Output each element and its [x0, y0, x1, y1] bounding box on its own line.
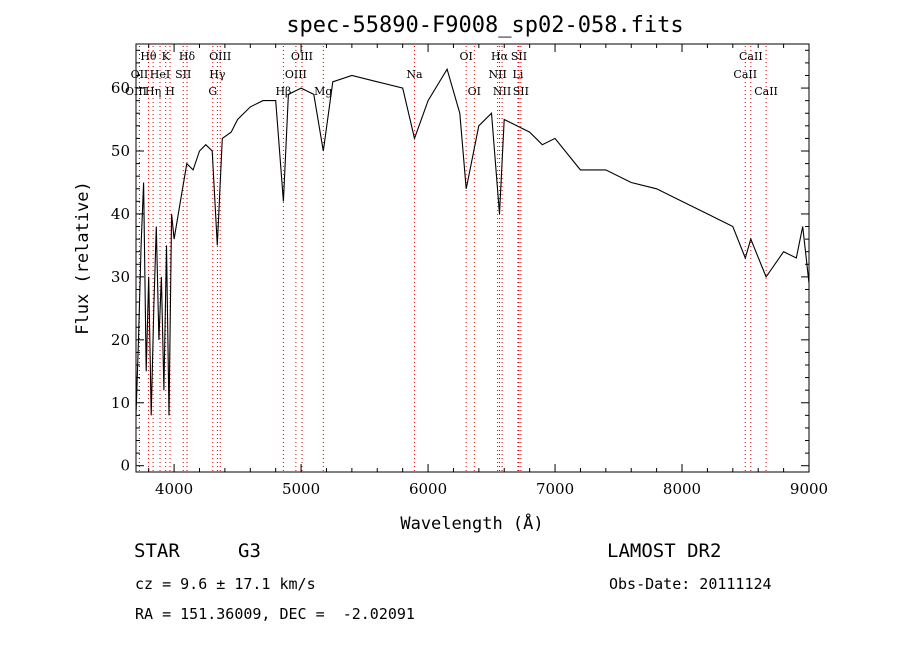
spectrum-line: [135, 67, 810, 416]
line-label: Hθ: [140, 50, 157, 63]
line-label: OIII: [291, 50, 313, 63]
chart-title: spec-55890-F9008_sp02-058.fits: [286, 13, 683, 38]
observation-date: Obs-Date: 20111124: [609, 575, 772, 593]
line-label: SII: [511, 50, 527, 63]
line-label: CaII: [733, 68, 757, 81]
ra-dec-coordinates: RA = 151.36009, DEC = -2.02091: [135, 605, 415, 623]
x-tick-label: 8000: [663, 480, 701, 498]
line-label: H: [165, 85, 175, 98]
x-tick-label: 6000: [409, 480, 447, 498]
line-label: Hβ: [275, 85, 291, 98]
y-tick-label: 40: [111, 205, 130, 223]
line-label: SII: [513, 85, 529, 98]
line-label: OI: [459, 50, 472, 63]
line-label: SII: [175, 68, 191, 81]
x-axis: 4000 5000 6000 7000 8000 9000: [148, 44, 828, 498]
line-label: NII: [493, 85, 511, 98]
object-class: STAR: [134, 540, 180, 562]
line-label: Li: [513, 68, 524, 81]
line-label: OIII: [285, 68, 307, 81]
plot-frame: [135, 43, 810, 473]
line-label: Na: [406, 68, 423, 81]
line-label: Hη: [145, 85, 161, 98]
line-label: OI: [468, 85, 481, 98]
spectral-line-markers: [135, 46, 767, 472]
line-label: Hδ: [179, 50, 196, 63]
x-axis-label: Wavelength (Å): [400, 512, 543, 534]
line-label: NII: [488, 68, 506, 81]
y-tick-label: 50: [111, 142, 130, 160]
y-axis-label: Flux (relative): [73, 181, 93, 335]
line-label: Hγ: [209, 68, 226, 81]
y-tick-label: 10: [111, 394, 130, 412]
x-tick-label: 9000: [790, 480, 828, 498]
line-label: Mg: [314, 85, 332, 98]
line-label: Hα: [491, 50, 509, 63]
line-label: G: [208, 85, 217, 98]
line-label: K: [162, 50, 171, 63]
x-tick-label: 7000: [536, 480, 574, 498]
redshift-cz: cz = 9.6 ± 17.1 km/s: [135, 575, 316, 593]
line-label: CaII: [754, 85, 778, 98]
x-tick-label: 5000: [282, 480, 320, 498]
object-subclass: G3: [238, 540, 261, 562]
x-tick-label: 4000: [155, 480, 193, 498]
line-label: OII: [131, 68, 149, 81]
line-label: OIII: [209, 50, 231, 63]
y-tick-label: 20: [111, 331, 130, 349]
y-tick-label: 60: [111, 79, 130, 97]
y-tick-label: 30: [111, 268, 130, 286]
y-tick-label: 0: [120, 457, 130, 475]
line-label: HeI: [150, 68, 170, 81]
y-axis: 0 10 20 30 40 50 60: [111, 49, 809, 475]
survey-name: LAMOST DR2: [607, 540, 722, 562]
line-label: CaII: [739, 50, 763, 63]
